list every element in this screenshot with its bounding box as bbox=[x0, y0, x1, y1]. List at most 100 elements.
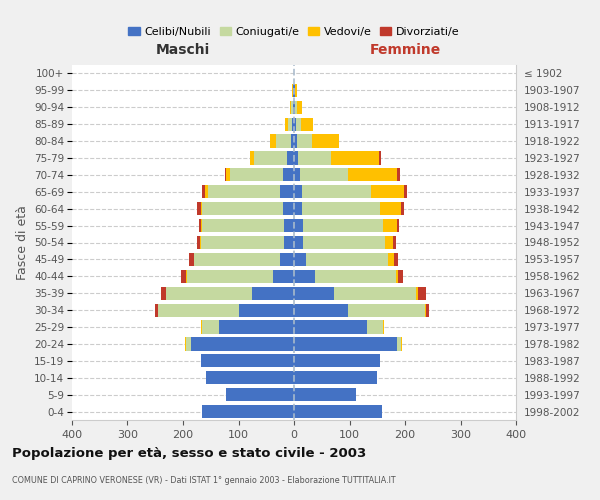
Bar bbox=[315, 270, 395, 283]
Bar bbox=[199, 219, 201, 232]
Bar bbox=[161, 286, 166, 300]
Bar bbox=[297, 134, 313, 147]
Bar bbox=[294, 219, 303, 232]
Bar bbox=[426, 304, 430, 316]
Bar bbox=[397, 219, 400, 232]
Bar bbox=[303, 236, 385, 249]
Bar bbox=[202, 320, 219, 334]
Text: Popolazione per età, sesso e stato civile - 2003: Popolazione per età, sesso e stato civil… bbox=[12, 448, 366, 460]
Bar bbox=[155, 304, 158, 316]
Bar bbox=[401, 338, 402, 350]
Y-axis label: Fasce di età: Fasce di età bbox=[16, 205, 29, 280]
Bar bbox=[202, 185, 205, 198]
Bar bbox=[394, 236, 396, 249]
Bar bbox=[291, 134, 294, 147]
Bar bbox=[401, 202, 404, 215]
Bar bbox=[191, 338, 294, 350]
Bar bbox=[290, 100, 291, 114]
Bar bbox=[301, 118, 313, 131]
Bar bbox=[425, 304, 426, 316]
Bar bbox=[205, 185, 208, 198]
Bar bbox=[294, 320, 367, 334]
Bar bbox=[283, 168, 294, 181]
Bar bbox=[206, 371, 294, 384]
Bar bbox=[367, 320, 383, 334]
Bar bbox=[380, 202, 401, 215]
Bar bbox=[224, 168, 226, 181]
Bar bbox=[294, 185, 302, 198]
Text: Maschi: Maschi bbox=[156, 44, 210, 58]
Bar bbox=[293, 100, 294, 114]
Bar bbox=[194, 253, 280, 266]
Bar bbox=[200, 236, 201, 249]
Bar bbox=[294, 286, 334, 300]
Bar bbox=[418, 286, 426, 300]
Bar bbox=[197, 236, 200, 249]
Bar bbox=[398, 270, 403, 283]
Bar bbox=[313, 134, 339, 147]
Bar bbox=[294, 202, 302, 215]
Bar bbox=[294, 152, 298, 164]
Bar bbox=[226, 168, 230, 181]
Bar bbox=[291, 100, 293, 114]
Bar bbox=[302, 185, 371, 198]
Bar bbox=[288, 118, 292, 131]
Bar bbox=[303, 219, 383, 232]
Bar bbox=[201, 354, 294, 368]
Bar bbox=[295, 84, 297, 97]
Bar bbox=[201, 219, 202, 232]
Bar bbox=[294, 304, 349, 316]
Bar bbox=[250, 152, 254, 164]
Bar bbox=[385, 236, 394, 249]
Bar bbox=[283, 202, 294, 215]
Bar bbox=[187, 270, 273, 283]
Bar bbox=[294, 371, 377, 384]
Bar bbox=[395, 270, 398, 283]
Bar bbox=[331, 152, 379, 164]
Bar bbox=[254, 152, 287, 164]
Bar bbox=[253, 286, 294, 300]
Bar bbox=[371, 185, 404, 198]
Bar bbox=[394, 253, 398, 266]
Bar bbox=[158, 304, 239, 316]
Bar bbox=[280, 253, 294, 266]
Bar bbox=[294, 405, 382, 418]
Bar bbox=[273, 270, 294, 283]
Bar bbox=[181, 270, 187, 283]
Bar bbox=[270, 134, 275, 147]
Bar bbox=[280, 185, 294, 198]
Bar bbox=[294, 388, 356, 401]
Bar bbox=[349, 168, 397, 181]
Bar bbox=[383, 320, 384, 334]
Bar bbox=[202, 405, 294, 418]
Bar bbox=[397, 168, 400, 181]
Bar bbox=[292, 118, 294, 131]
Bar bbox=[294, 354, 380, 368]
Bar bbox=[404, 185, 407, 198]
Legend: Celibi/Nubili, Coniugati/e, Vedovi/e, Divorziati/e: Celibi/Nubili, Coniugati/e, Vedovi/e, Di… bbox=[124, 22, 464, 42]
Bar bbox=[284, 219, 294, 232]
Bar bbox=[166, 286, 253, 300]
Bar bbox=[186, 338, 191, 350]
Bar bbox=[287, 152, 294, 164]
Text: COMUNE DI CAPRINO VERONESE (VR) - Dati ISTAT 1° gennaio 2003 - Elaborazione TUTT: COMUNE DI CAPRINO VERONESE (VR) - Dati I… bbox=[12, 476, 395, 485]
Bar bbox=[202, 202, 283, 215]
Bar bbox=[294, 253, 306, 266]
Bar bbox=[208, 185, 280, 198]
Bar bbox=[416, 286, 418, 300]
Bar bbox=[201, 236, 284, 249]
Bar bbox=[294, 338, 397, 350]
Bar bbox=[383, 219, 397, 232]
Bar bbox=[189, 253, 194, 266]
Bar bbox=[302, 202, 380, 215]
Bar bbox=[294, 236, 303, 249]
Bar bbox=[397, 338, 401, 350]
Bar bbox=[334, 286, 416, 300]
Bar bbox=[299, 168, 349, 181]
Bar bbox=[388, 253, 394, 266]
Bar bbox=[306, 253, 388, 266]
Bar bbox=[294, 168, 299, 181]
Bar bbox=[239, 304, 294, 316]
Bar bbox=[226, 388, 294, 401]
Bar bbox=[202, 219, 284, 232]
